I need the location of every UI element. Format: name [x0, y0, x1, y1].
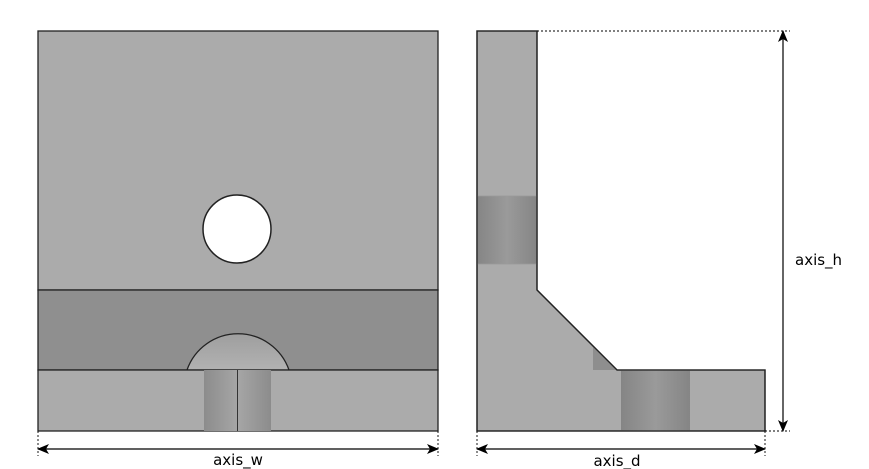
side-counterbore — [621, 370, 690, 431]
front-dome — [186, 333, 290, 371]
dimension-height: axis_h — [537, 30, 842, 432]
front-through-hole — [202, 194, 272, 264]
side-view — [476, 30, 766, 432]
front-view — [37, 30, 439, 432]
height-label: axis_h — [795, 251, 842, 270]
width-label: axis_w — [213, 451, 263, 469]
dimension-width: axis_w — [37, 431, 439, 469]
side-profile-outline — [476, 30, 766, 432]
depth-label: axis_d — [593, 452, 640, 469]
dimension-depth: axis_d — [476, 431, 766, 469]
side-hole-section — [477, 196, 537, 264]
